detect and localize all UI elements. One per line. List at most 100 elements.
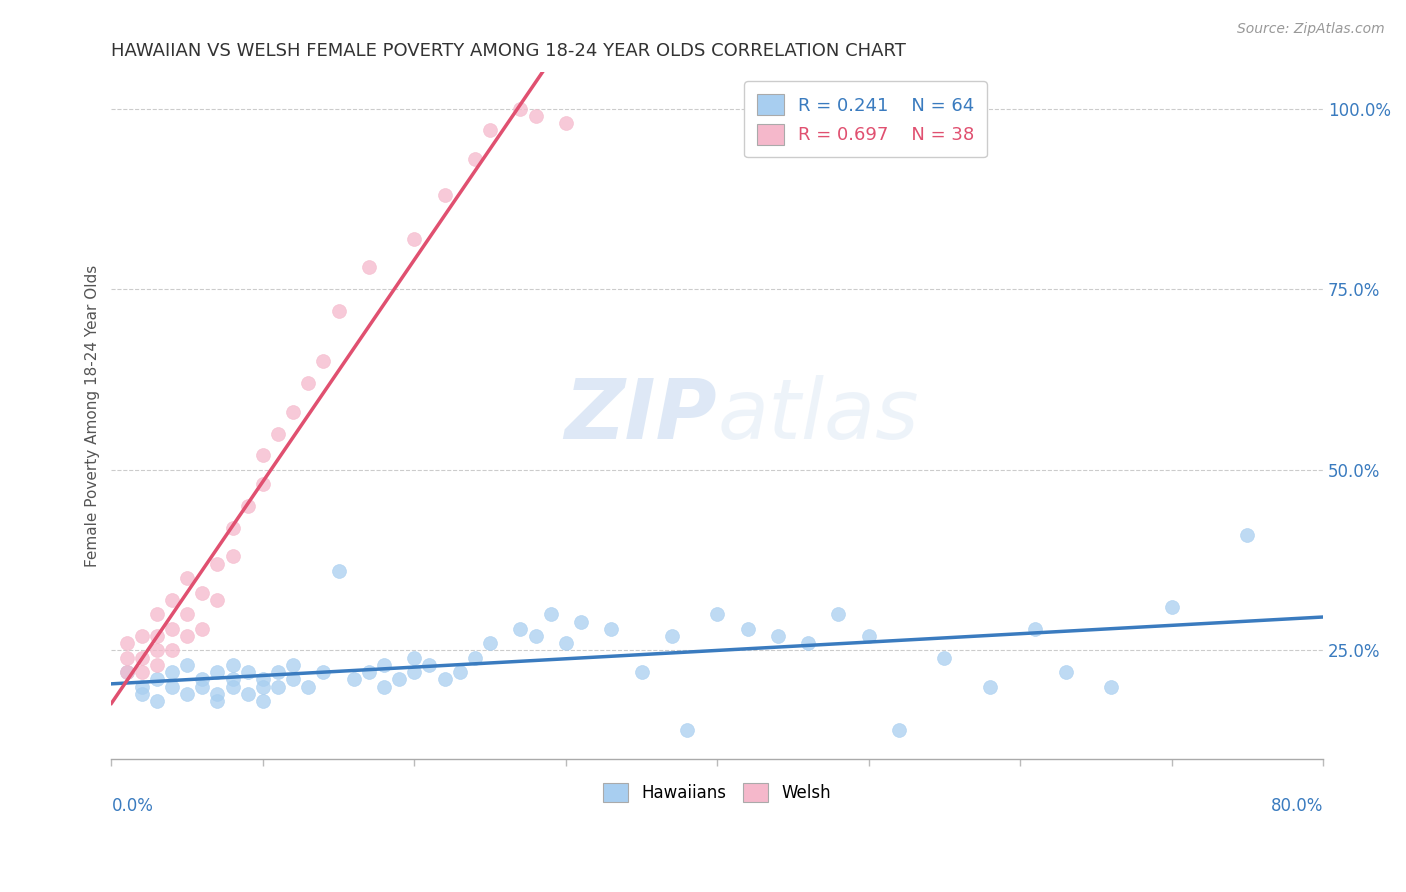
Point (388, 673, 411, 687)
Point (328, 303, 350, 318)
Point (858, 629, 880, 643)
Point (236, 687, 259, 701)
Point (312, 665, 335, 679)
Point (207, 592, 229, 607)
Point (267, 665, 290, 679)
Point (373, 657, 395, 672)
Point (404, 665, 426, 679)
Point (433, 673, 456, 687)
Point (160, 680, 183, 694)
Point (267, 426, 290, 441)
Point (554, 116, 576, 130)
Point (404, 650, 426, 665)
Point (600, 622, 623, 636)
Point (131, 665, 153, 679)
Point (207, 665, 229, 679)
Point (191, 673, 214, 687)
Point (131, 680, 153, 694)
Point (1236, 528, 1258, 542)
Point (115, 636, 138, 650)
Point (131, 650, 153, 665)
Point (146, 673, 169, 687)
Text: Source: ZipAtlas.com: Source: ZipAtlas.com (1237, 22, 1385, 37)
Point (207, 557, 229, 571)
Point (297, 680, 319, 694)
Point (479, 123, 502, 137)
Point (524, 109, 547, 123)
Point (554, 636, 576, 650)
Text: 0.0%: 0.0% (111, 797, 153, 814)
Point (160, 665, 183, 679)
Point (176, 607, 198, 622)
Point (176, 571, 198, 585)
Point (221, 673, 243, 687)
Point (1160, 600, 1182, 615)
Point (433, 188, 456, 202)
Point (297, 376, 319, 390)
Point (160, 592, 183, 607)
Point (1024, 622, 1046, 636)
Point (221, 549, 243, 564)
Point (207, 687, 229, 701)
Point (328, 564, 350, 578)
Point (252, 448, 274, 462)
Point (146, 657, 169, 672)
Point (236, 665, 259, 679)
Point (176, 657, 198, 672)
Point (160, 643, 183, 657)
Point (766, 629, 789, 643)
Point (887, 723, 910, 737)
Point (464, 650, 486, 665)
Point (252, 477, 274, 491)
Point (449, 665, 471, 679)
Point (131, 687, 153, 701)
Point (524, 629, 547, 643)
Point (357, 260, 380, 275)
Point (706, 607, 728, 622)
Point (236, 499, 259, 513)
Point (737, 622, 759, 636)
Legend: Hawaiians, Welsh: Hawaiians, Welsh (596, 776, 838, 809)
Point (131, 629, 153, 643)
Point (160, 622, 183, 636)
Point (464, 152, 486, 166)
Point (115, 650, 138, 665)
Point (207, 694, 229, 708)
Point (357, 665, 380, 679)
Point (252, 680, 274, 694)
Point (1099, 680, 1122, 694)
Point (827, 607, 849, 622)
Y-axis label: Female Poverty Among 18-24 Year Olds: Female Poverty Among 18-24 Year Olds (86, 265, 100, 566)
Point (283, 657, 305, 672)
Point (630, 665, 652, 679)
Point (267, 680, 290, 694)
Point (509, 102, 531, 116)
Point (934, 650, 956, 665)
Point (115, 665, 138, 679)
Point (176, 629, 198, 643)
Text: atlas: atlas (717, 376, 920, 456)
Point (283, 405, 305, 419)
Point (252, 694, 274, 708)
Point (979, 680, 1001, 694)
Point (221, 657, 243, 672)
Point (176, 687, 198, 701)
Point (146, 607, 169, 622)
Point (191, 585, 214, 599)
Point (252, 673, 274, 687)
Point (283, 673, 305, 687)
Point (146, 694, 169, 708)
Point (373, 680, 395, 694)
Point (312, 354, 335, 368)
Point (115, 665, 138, 679)
Text: HAWAIIAN VS WELSH FEMALE POVERTY AMONG 18-24 YEAR OLDS CORRELATION CHART: HAWAIIAN VS WELSH FEMALE POVERTY AMONG 1… (111, 42, 907, 60)
Point (146, 629, 169, 643)
Point (509, 622, 531, 636)
Point (418, 657, 440, 672)
Point (221, 520, 243, 534)
Point (343, 673, 366, 687)
Point (540, 607, 562, 622)
Point (676, 723, 699, 737)
Point (221, 680, 243, 694)
Point (191, 680, 214, 694)
